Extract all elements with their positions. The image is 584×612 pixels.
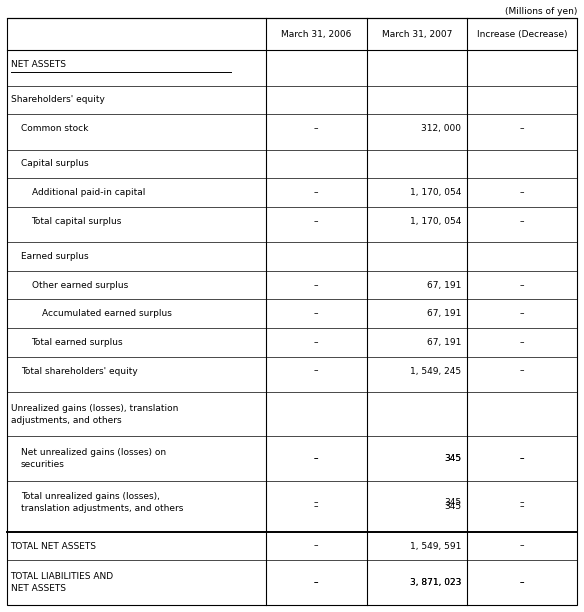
Text: 312, 000: 312, 000 bbox=[422, 124, 461, 133]
Text: Total capital surplus: Total capital surplus bbox=[32, 217, 122, 226]
Text: securities: securities bbox=[21, 460, 65, 469]
Text: Total shareholders' equity: Total shareholders' equity bbox=[21, 367, 138, 376]
Text: –: – bbox=[520, 309, 524, 318]
Text: 67, 191: 67, 191 bbox=[427, 309, 461, 318]
Text: –: – bbox=[314, 188, 318, 197]
Text: Common stock: Common stock bbox=[21, 124, 88, 133]
Text: Total unrealized gains (losses),: Total unrealized gains (losses), bbox=[21, 492, 160, 501]
Text: Accumulated earned surplus: Accumulated earned surplus bbox=[42, 309, 172, 318]
Text: Capital surplus: Capital surplus bbox=[21, 160, 89, 168]
Text: –: – bbox=[520, 124, 524, 133]
Text: Earned surplus: Earned surplus bbox=[21, 252, 89, 261]
Text: TOTAL LIABILITIES AND: TOTAL LIABILITIES AND bbox=[11, 572, 114, 581]
Text: –: – bbox=[314, 309, 318, 318]
Text: 1, 170, 054: 1, 170, 054 bbox=[410, 217, 461, 226]
Text: March 31, 2007: March 31, 2007 bbox=[382, 30, 452, 39]
Text: –: – bbox=[520, 217, 524, 226]
Text: –: – bbox=[520, 578, 524, 587]
Text: 345: 345 bbox=[444, 502, 461, 511]
Text: –: – bbox=[520, 542, 524, 551]
Text: Shareholders' equity: Shareholders' equity bbox=[11, 95, 105, 105]
Text: 345: 345 bbox=[444, 498, 461, 507]
Text: Additional paid-in capital: Additional paid-in capital bbox=[32, 188, 145, 197]
Text: Other earned surplus: Other earned surplus bbox=[32, 281, 128, 289]
Text: –: – bbox=[520, 498, 524, 507]
Text: –: – bbox=[520, 454, 524, 463]
Text: –: – bbox=[314, 454, 318, 463]
Text: Net unrealized gains (losses) on: Net unrealized gains (losses) on bbox=[21, 448, 166, 457]
Text: Increase (Decrease): Increase (Decrease) bbox=[477, 30, 567, 39]
Text: –: – bbox=[314, 217, 318, 226]
Text: –: – bbox=[520, 578, 524, 587]
Text: 345: 345 bbox=[444, 454, 461, 463]
Text: –: – bbox=[314, 578, 318, 587]
Text: 1, 549, 591: 1, 549, 591 bbox=[410, 542, 461, 551]
Text: March 31, 2006: March 31, 2006 bbox=[281, 30, 352, 39]
Text: 3, 871, 023: 3, 871, 023 bbox=[410, 578, 461, 587]
Text: NET ASSETS: NET ASSETS bbox=[11, 60, 65, 69]
Text: NET ASSETS: NET ASSETS bbox=[11, 584, 65, 593]
Text: –: – bbox=[520, 454, 524, 463]
Text: Total earned surplus: Total earned surplus bbox=[32, 338, 123, 347]
Text: Unrealized gains (losses), translation: Unrealized gains (losses), translation bbox=[11, 404, 178, 412]
Text: 1, 549, 245: 1, 549, 245 bbox=[410, 367, 461, 376]
Text: –: – bbox=[314, 367, 318, 376]
Text: –: – bbox=[314, 124, 318, 133]
Text: –: – bbox=[314, 498, 318, 507]
Text: –: – bbox=[314, 542, 318, 551]
Text: 67, 191: 67, 191 bbox=[427, 281, 461, 289]
Text: –: – bbox=[520, 188, 524, 197]
Text: 345: 345 bbox=[444, 454, 461, 463]
Text: (Millions of yen): (Millions of yen) bbox=[505, 7, 577, 17]
Text: –: – bbox=[314, 502, 318, 511]
Text: –: – bbox=[314, 281, 318, 289]
Text: –: – bbox=[520, 281, 524, 289]
Text: –: – bbox=[314, 454, 318, 463]
Text: 67, 191: 67, 191 bbox=[427, 338, 461, 347]
Text: –: – bbox=[314, 578, 318, 587]
Text: TOTAL NET ASSETS: TOTAL NET ASSETS bbox=[11, 542, 96, 551]
Text: –: – bbox=[520, 502, 524, 511]
Text: –: – bbox=[314, 338, 318, 347]
Text: 3, 871, 023: 3, 871, 023 bbox=[410, 578, 461, 587]
Text: –: – bbox=[520, 338, 524, 347]
Text: 1, 170, 054: 1, 170, 054 bbox=[410, 188, 461, 197]
Text: translation adjustments, and others: translation adjustments, and others bbox=[21, 504, 183, 513]
Text: adjustments, and others: adjustments, and others bbox=[11, 416, 121, 425]
Text: –: – bbox=[520, 367, 524, 376]
